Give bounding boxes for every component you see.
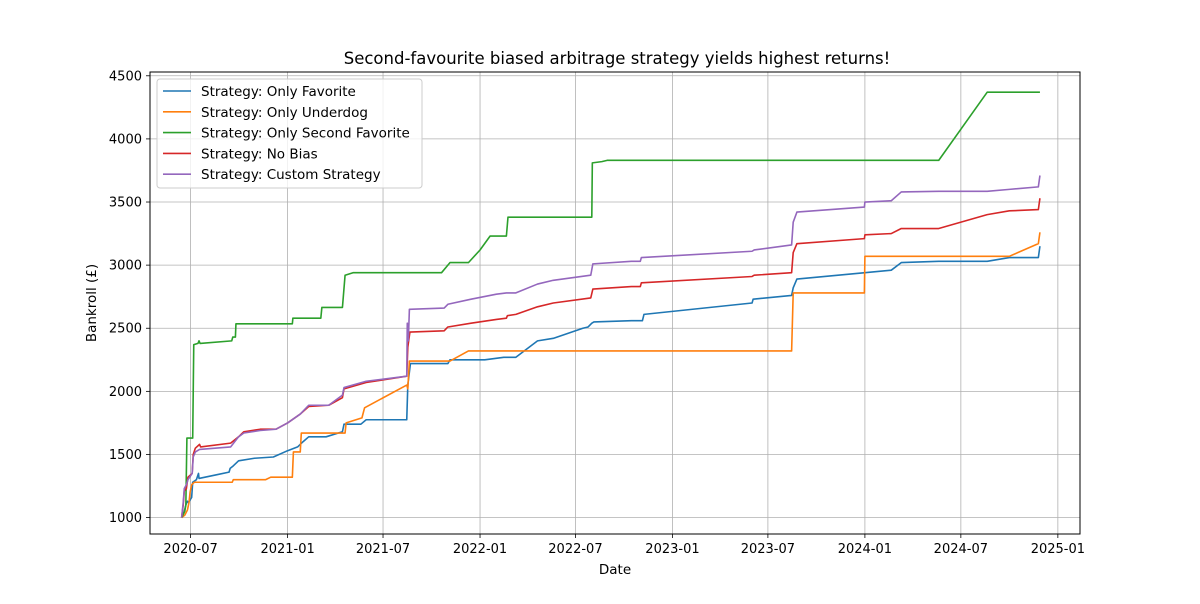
x-tick-label: 2021-07 [356, 542, 410, 557]
y-axis: 1000 1500 2000 2500 3000 3500 4000 4500 [109, 69, 150, 526]
plot-frame [149, 71, 1081, 535]
x-tick-label: 2024-01 [838, 542, 892, 557]
y-tick-label: 2500 [109, 322, 142, 337]
series-line-no-bias [180, 198, 1041, 518]
series-line-only-underdog [181, 232, 1041, 519]
y-tick-label: 1000 [109, 511, 142, 526]
legend-label: Strategy: Only Underdog [201, 105, 368, 121]
x-tick-label: 2021-01 [260, 542, 314, 557]
y-tick-label: 1500 [109, 448, 142, 463]
legend-label: Strategy: Only Second Favorite [201, 126, 410, 142]
series-lines [180, 91, 1041, 519]
x-tick-label: 2022-01 [453, 542, 507, 557]
x-tick-label: 2020-07 [163, 542, 217, 557]
y-tick-label: 4000 [109, 132, 142, 147]
legend-label: Strategy: Custom Strategy [201, 167, 381, 183]
y-axis-label: Bankroll (£) [84, 264, 100, 342]
chart-title: Second-favourite biased arbitrage strate… [344, 49, 891, 68]
x-tick-label: 2024-07 [934, 542, 988, 557]
series-line-custom-strategy [180, 175, 1041, 518]
y-tick-label: 4500 [109, 69, 142, 84]
legend: Strategy: Only Favorite Strategy: Only Un… [156, 78, 423, 189]
y-tick-label: 3500 [109, 196, 142, 211]
x-axis: 2020-07 2021-01 2021-07 2022-01 2022-07 2023-… [163, 534, 1085, 557]
y-tick-label: 2000 [109, 385, 142, 400]
x-tick-label: 2023-01 [645, 542, 699, 557]
x-tick-label: 2022-07 [548, 542, 602, 557]
legend-label: Strategy: No Bias [201, 146, 318, 162]
series-line-only-second-favorite [180, 91, 1040, 518]
x-tick-label: 2025-01 [1031, 542, 1085, 557]
y-tick-label: 3000 [109, 259, 142, 274]
legend-label: Strategy: Only Favorite [201, 84, 356, 100]
x-axis-label: Date [599, 562, 631, 578]
x-tick-label: 2023-07 [741, 542, 795, 557]
legend-box [156, 78, 423, 189]
